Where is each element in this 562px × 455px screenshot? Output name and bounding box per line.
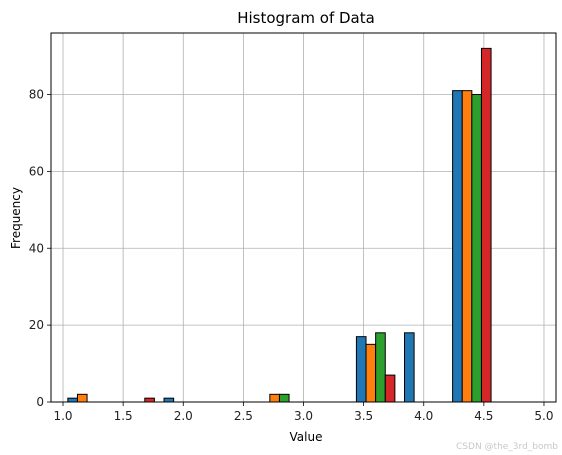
bars-group [67,47,492,403]
x-tick-label: 2.5 [234,409,253,423]
histogram-bar [144,397,155,403]
histogram-bar [76,393,88,403]
histogram-bar [278,393,290,403]
x-tick-label: 5.0 [534,409,553,423]
histogram-bar [452,90,463,403]
x-tick-label: 1.0 [53,409,72,423]
histogram-bar [375,332,386,403]
histogram-bar [480,47,492,403]
histogram-bar [355,336,367,403]
x-tick-label: 4.5 [474,409,493,423]
x-tick-label: 3.5 [354,409,373,423]
y-axis-ticks: 0 20 40 60 80 [29,88,51,409]
x-tick-label: 3.0 [294,409,313,423]
histogram-bar [384,374,396,403]
x-axis-label: Value [290,430,323,444]
y-tick-label: 60 [29,164,44,178]
histogram-bar [404,332,415,403]
x-tick-label: 2.0 [174,409,193,423]
y-axis-label: Frequency [9,187,23,249]
y-tick-label: 40 [29,241,44,255]
histogram-bar [365,343,377,403]
x-tick-label: 1.5 [114,409,133,423]
watermark: CSDN @the_3rd_bomb [456,442,558,452]
histogram-bar [461,90,473,403]
y-tick-label: 20 [29,318,44,332]
y-tick-label: 0 [36,395,44,409]
histogram-bar [163,397,175,403]
x-tick-label: 4.0 [414,409,433,423]
y-tick-label: 80 [29,88,44,102]
histogram-bar [67,397,78,403]
histogram-bar [269,393,280,403]
histogram-bar [471,94,482,403]
x-axis-ticks: 1.0 1.5 2.0 2.5 3.0 3.5 4.0 4.5 5.0 [53,402,554,423]
chart-title: Histogram of Data [237,9,375,27]
